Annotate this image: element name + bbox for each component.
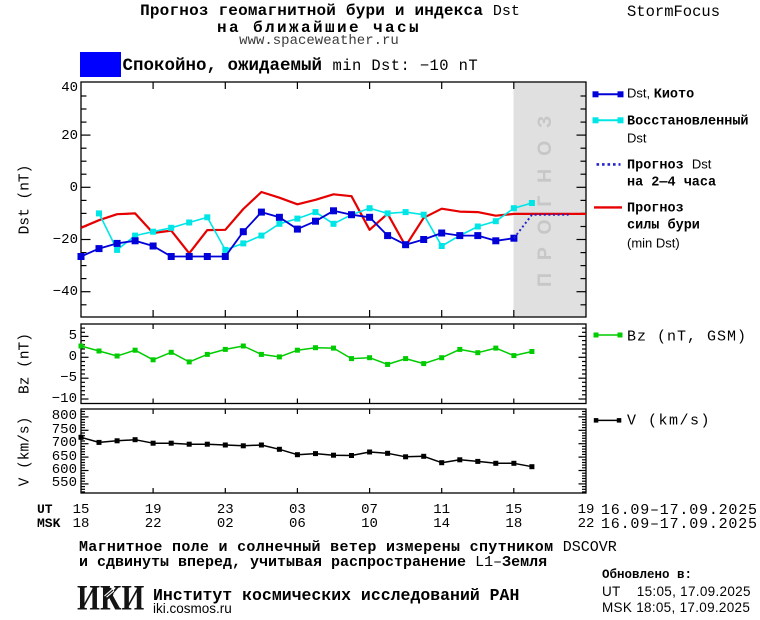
svg-text:ИКИ: ИКИ [77, 582, 145, 618]
